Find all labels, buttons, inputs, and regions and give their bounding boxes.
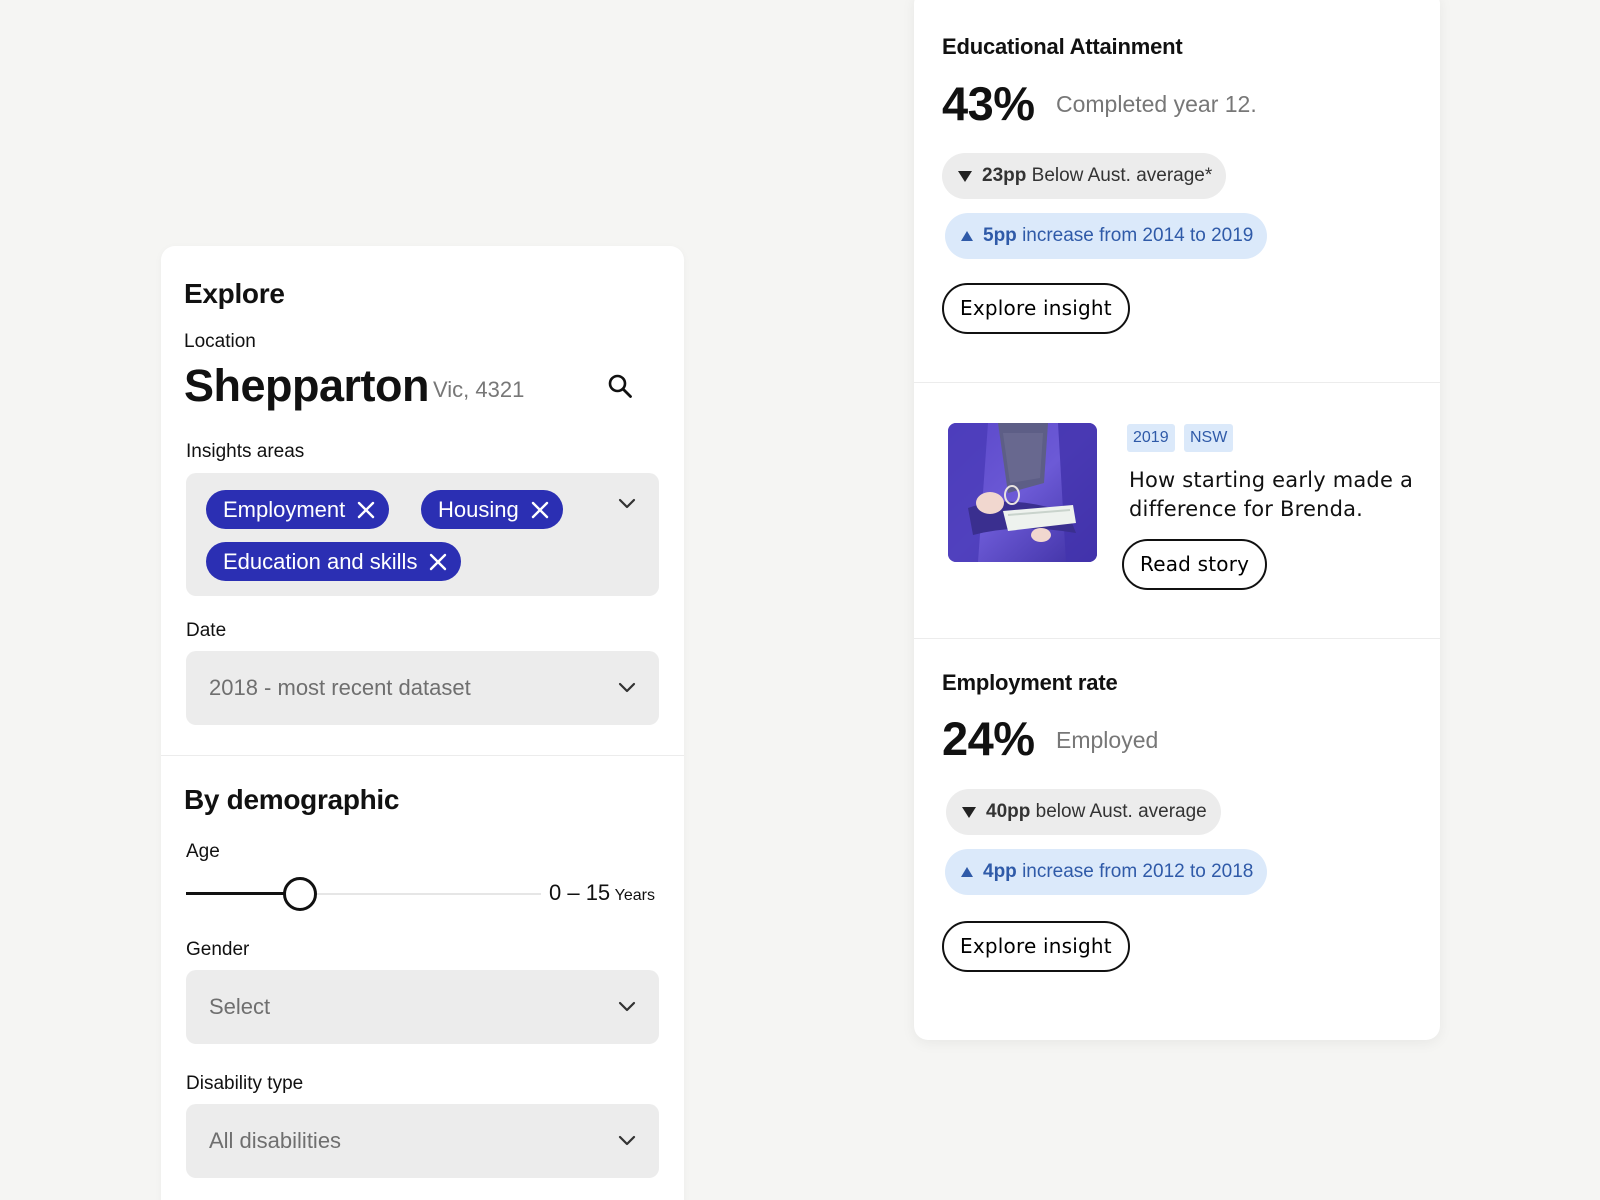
- age-slider-thumb[interactable]: [283, 877, 317, 911]
- age-slider-track[interactable]: [186, 893, 541, 895]
- close-icon[interactable]: [357, 501, 375, 519]
- employment-increase-value: 4pp: [983, 861, 1017, 882]
- disability-select[interactable]: All disabilities: [186, 1104, 659, 1178]
- tag-label: Education and skills: [223, 549, 418, 574]
- explore-title: Explore: [184, 278, 285, 309]
- education-below-value: 23pp: [982, 165, 1027, 186]
- insights-panel: Educational Attainment 43% Completed yea…: [914, 0, 1440, 1040]
- triangle-down-icon: [962, 806, 976, 818]
- employment-desc: Employed: [1056, 727, 1159, 753]
- story-year-badge: 2019: [1127, 424, 1175, 452]
- triangle-up-icon: [961, 231, 973, 241]
- employment-increase-pill: 4pp increase from 2012 to 2018: [945, 849, 1268, 895]
- education-explore-button[interactable]: Explore insight: [942, 283, 1130, 334]
- education-below-text: Below Aust. average*: [1031, 165, 1213, 186]
- age-range: 0 – 15: [549, 880, 611, 905]
- date-label: Date: [186, 620, 227, 641]
- close-icon[interactable]: [429, 553, 447, 571]
- age-slider[interactable]: [186, 876, 541, 912]
- chevron-down-icon[interactable]: [617, 678, 637, 698]
- education-increase-value: 5pp: [983, 225, 1017, 246]
- employment-increase-text: increase from 2012 to 2018: [1022, 861, 1254, 882]
- age-slider-fill: [186, 892, 300, 895]
- location-city: Shepparton: [184, 360, 430, 411]
- age-label: Age: [186, 841, 220, 862]
- disability-label: Disability type: [186, 1073, 304, 1094]
- tag-label: Housing: [438, 497, 519, 522]
- tag-label: Employment: [223, 497, 346, 522]
- education-title: Educational Attainment: [942, 34, 1183, 59]
- triangle-up-icon: [961, 867, 973, 877]
- employment-below-value: 40pp: [986, 801, 1031, 822]
- employment-below-pill: 40pp below Aust. average: [946, 789, 1221, 835]
- explore-panel: Explore Location Shepparton Vic, 4321 In…: [161, 246, 684, 1200]
- divider: [161, 755, 684, 756]
- demographic-title: By demographic: [184, 784, 400, 815]
- close-icon[interactable]: [531, 501, 549, 519]
- employment-title: Employment rate: [942, 670, 1118, 695]
- location-label: Location: [184, 331, 256, 352]
- disability-select-value: All disabilities: [209, 1128, 342, 1153]
- insights-label: Insights areas: [186, 441, 305, 462]
- triangle-down-icon: [958, 170, 972, 182]
- employment-below-text: below Aust. average: [1035, 801, 1207, 822]
- gender-label: Gender: [186, 939, 250, 960]
- tag-education-and-skills[interactable]: Education and skills: [206, 542, 462, 581]
- chevron-down-icon[interactable]: [617, 494, 637, 514]
- employment-explore-button[interactable]: Explore insight: [942, 921, 1130, 972]
- divider: [914, 382, 1440, 383]
- search-icon[interactable]: [604, 370, 636, 402]
- story-region-badge: NSW: [1184, 424, 1234, 452]
- tag-employment[interactable]: Employment: [206, 490, 390, 529]
- tag-housing[interactable]: Housing: [421, 490, 563, 529]
- age-unit: Years: [614, 887, 655, 904]
- location-state: Vic, 4321: [433, 377, 525, 402]
- education-desc: Completed year 12.: [1056, 91, 1257, 117]
- date-select[interactable]: 2018 - most recent dataset: [186, 651, 659, 725]
- education-increase-text: increase from 2014 to 2019: [1022, 225, 1254, 246]
- education-stat: 43%: [942, 77, 1035, 130]
- chevron-down-icon[interactable]: [617, 997, 637, 1017]
- read-story-button[interactable]: Read story: [1122, 539, 1268, 590]
- divider: [914, 638, 1440, 639]
- story-title[interactable]: How starting early made a difference for…: [1129, 468, 1414, 521]
- education-below-pill: 23pp Below Aust. average*: [942, 153, 1227, 199]
- insights-multiselect[interactable]: Employment Housing Education and skills: [186, 473, 659, 596]
- education-increase-pill: 5pp increase from 2014 to 2019: [945, 213, 1268, 259]
- gender-select-value: Select: [209, 994, 271, 1019]
- date-select-value: 2018 - most recent dataset: [209, 675, 471, 700]
- chevron-down-icon[interactable]: [617, 1131, 637, 1151]
- story-image[interactable]: [948, 423, 1097, 562]
- employment-stat: 24%: [942, 712, 1035, 765]
- gender-select[interactable]: Select: [186, 970, 659, 1044]
- age-value: 0 – 15 Years: [549, 880, 655, 906]
- location-row: Shepparton Vic, 4321: [184, 358, 644, 414]
